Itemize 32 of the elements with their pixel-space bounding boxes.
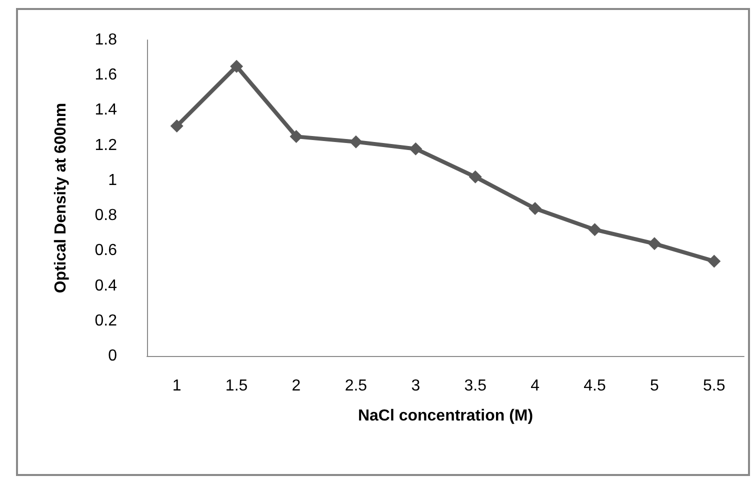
y-tick-label: 0.6 [94,242,118,260]
y-tick-label: 0 [108,348,118,364]
point [349,135,362,148]
y-tick-label: 1.2 [94,136,118,154]
point [588,223,602,236]
y-tick-label: 0.8 [94,207,118,224]
y-tick-label: 1.6 [94,66,118,84]
x-tick-label: 5.5 [703,378,726,394]
y-tick-label: 0.4 [94,277,118,294]
point [528,202,542,216]
y-axis-title: Optical Density at 600nm [52,102,70,294]
x-tick-label: 5 [650,378,659,394]
y-tick-label: 1.8 [94,32,118,48]
x-tick-label: 4.5 [584,378,606,394]
x-tick-label: 4 [530,378,540,394]
y-tick-label: 0.2 [94,312,118,330]
x-axis-title: NaCl concentration (M) [358,408,534,424]
x-tick-label: 2 [292,378,301,394]
x-tick-label: 1.5 [225,378,248,394]
point [170,120,184,133]
point [708,254,721,268]
point [468,170,482,184]
x-tick-label: 3.5 [464,378,487,394]
point [290,130,303,144]
point [648,237,661,250]
y-tick-label: 1.4 [94,102,118,119]
x-tick-label: 1 [172,378,182,394]
x-tick-label: 3 [411,378,420,394]
point [230,60,244,73]
y-tick-label: 1 [108,172,118,189]
x-tick-label: 2.5 [344,378,368,394]
point [409,142,422,156]
